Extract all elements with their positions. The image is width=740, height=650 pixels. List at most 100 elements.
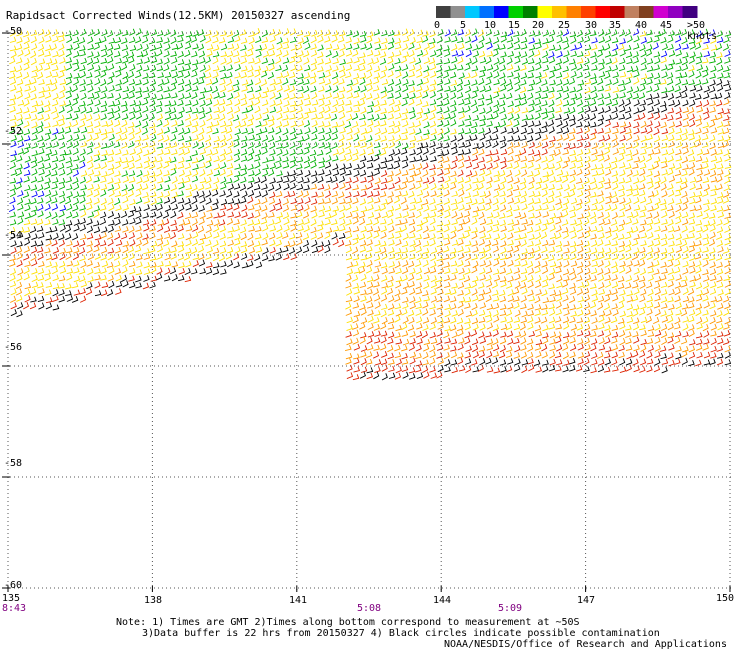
wind-barb <box>85 288 93 296</box>
wind-barb <box>444 113 451 120</box>
legend-swatch <box>624 6 640 18</box>
wind-barb <box>647 72 654 80</box>
wind-barb <box>297 37 304 44</box>
wind-barb <box>163 29 170 37</box>
wind-barb <box>541 189 548 198</box>
wind-barb <box>101 226 108 233</box>
wind-barb <box>429 91 436 99</box>
wind-barb <box>255 226 262 233</box>
wind-barb <box>632 93 640 100</box>
wind-barb <box>331 142 338 150</box>
wind-barb <box>206 114 213 122</box>
wind-barb <box>30 57 37 66</box>
wind-barb <box>184 113 192 121</box>
wind-barb <box>205 253 212 260</box>
wind-barb <box>359 120 367 127</box>
wind-barb <box>611 134 618 142</box>
wind-barb <box>318 106 325 114</box>
wind-barb <box>220 140 227 148</box>
wind-barb <box>695 196 702 204</box>
wind-barb <box>205 107 212 115</box>
wind-barb <box>668 85 675 93</box>
wind-barb <box>387 210 394 219</box>
wind-barb <box>577 296 584 303</box>
wind-barb <box>72 252 79 261</box>
wind-barb <box>584 344 591 351</box>
wind-barb <box>219 247 227 254</box>
wind-barb <box>527 275 534 283</box>
wind-barb <box>506 345 513 353</box>
wind-barb <box>338 191 345 199</box>
wind-barb <box>269 35 276 43</box>
wind-barb <box>387 233 395 240</box>
wind-barb <box>590 121 597 128</box>
wind-barb <box>576 302 583 310</box>
wind-barb <box>66 191 73 199</box>
wind-barb <box>58 71 65 79</box>
wind-barb <box>695 140 702 148</box>
wind-barb <box>163 57 170 65</box>
wind-barb <box>52 283 60 290</box>
wind-barb <box>507 219 515 226</box>
wind-barb <box>716 268 724 276</box>
wind-barb <box>451 310 458 317</box>
wind-barb <box>248 31 255 38</box>
wind-barb <box>164 253 171 261</box>
wind-barb <box>276 49 283 57</box>
wind-barb <box>73 42 80 51</box>
wind-barb <box>611 267 619 274</box>
wind-barb <box>717 337 724 345</box>
wind-barb <box>302 239 310 248</box>
wind-barb <box>345 219 352 226</box>
wind-barb <box>359 149 366 156</box>
wind-barb <box>24 295 31 303</box>
wind-barb <box>710 65 717 73</box>
wind-barb <box>367 204 374 211</box>
wind-barb <box>332 85 339 93</box>
wind-barb <box>345 43 353 50</box>
legend-swatch <box>537 6 553 18</box>
wind-barb <box>107 289 114 297</box>
wind-barb <box>500 31 508 38</box>
wind-barb <box>514 211 522 219</box>
wind-barb <box>562 148 570 155</box>
wind-barb <box>65 77 72 86</box>
wind-barb <box>115 70 122 78</box>
wind-barb <box>695 71 702 79</box>
wind-barb <box>157 134 164 142</box>
wind-barb <box>562 127 570 135</box>
wind-barb <box>233 91 240 99</box>
wind-barb <box>682 246 689 254</box>
wind-barb <box>107 30 114 38</box>
wind-barb <box>120 274 128 283</box>
wind-barb <box>65 149 72 156</box>
wind-barb <box>24 155 31 163</box>
wind-barb <box>556 99 563 107</box>
wind-barb <box>444 163 451 170</box>
wind-barb <box>226 218 234 226</box>
wind-barb <box>93 197 100 205</box>
wind-barb <box>135 217 142 225</box>
wind-barb <box>135 154 142 163</box>
legend-label: 20 <box>532 20 545 31</box>
wind-barb <box>632 218 639 225</box>
wind-barb <box>709 302 716 310</box>
wind-barb <box>436 255 443 262</box>
wind-barb <box>675 148 682 156</box>
wind-barb <box>430 50 437 58</box>
wind-barb <box>318 205 326 212</box>
wind-barb <box>185 155 193 162</box>
wind-barb <box>415 366 422 373</box>
wind-barb <box>36 246 44 253</box>
wind-barb <box>472 177 479 184</box>
wind-barb <box>696 85 703 92</box>
wind-barb <box>212 36 219 44</box>
wind-barb <box>176 112 183 120</box>
wind-barb <box>373 371 380 380</box>
wind-barb <box>591 64 598 71</box>
wind-barb <box>226 120 233 127</box>
wind-barb <box>604 260 611 268</box>
wind-barb <box>108 267 115 275</box>
wind-barb <box>9 57 16 65</box>
wind-barb <box>646 281 653 289</box>
